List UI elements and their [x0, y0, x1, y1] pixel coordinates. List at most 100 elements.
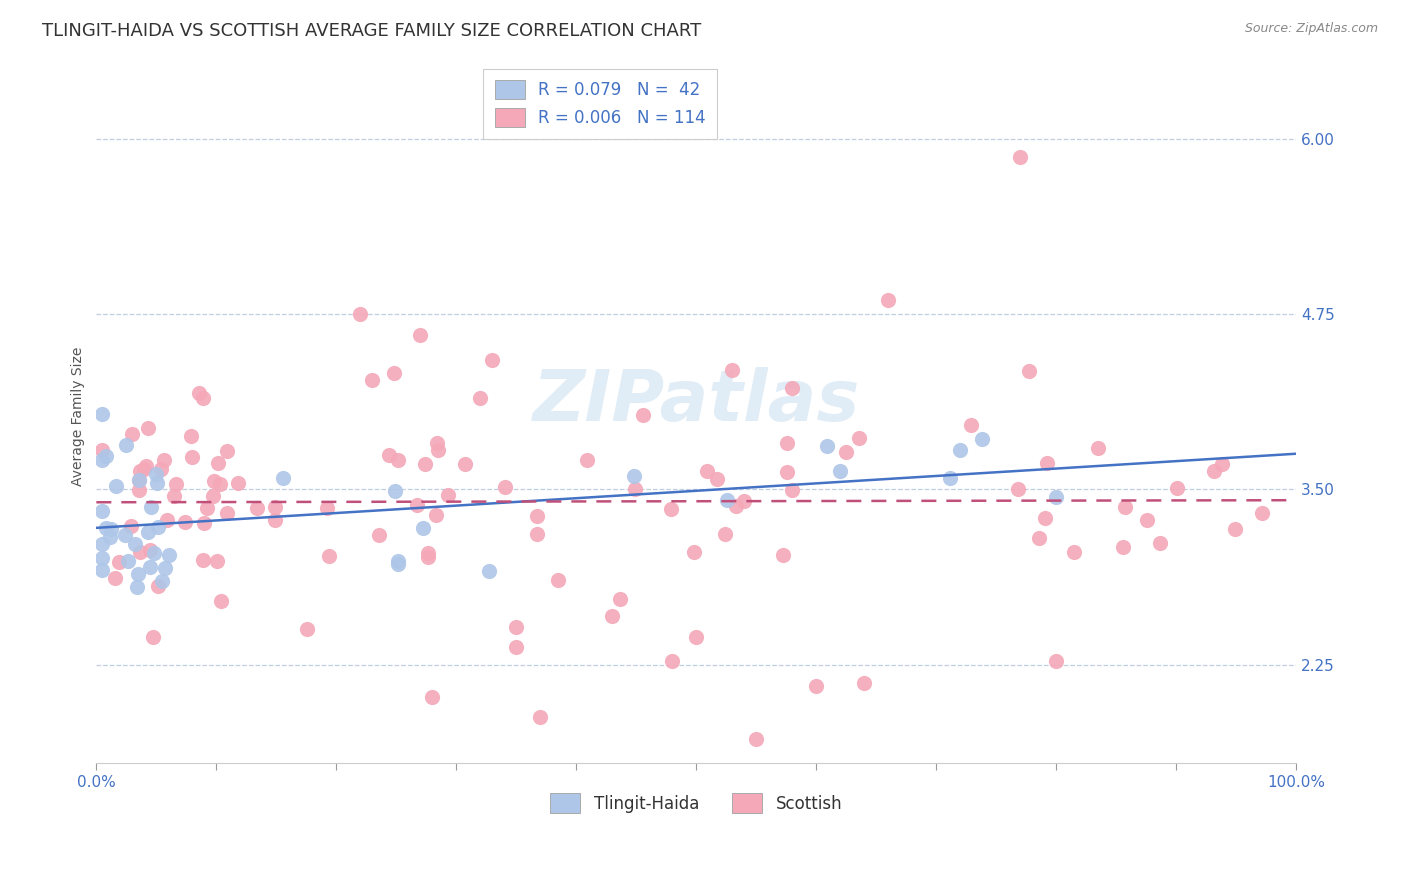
Point — [165, 477, 187, 491]
Point — [716, 493, 738, 508]
Point — [136, 524, 159, 539]
Point — [1223, 522, 1246, 536]
Point — [960, 418, 983, 433]
Point — [1045, 654, 1067, 668]
Point — [121, 427, 143, 442]
Point — [387, 557, 409, 571]
Point — [804, 679, 827, 693]
Point — [91, 453, 114, 467]
Point — [127, 580, 149, 594]
Point — [208, 477, 231, 491]
Point — [188, 385, 211, 400]
Point — [191, 392, 214, 406]
Point — [470, 392, 492, 406]
Point — [174, 515, 197, 529]
Point — [100, 522, 122, 536]
Point — [575, 453, 598, 467]
Point — [139, 500, 162, 515]
Point — [128, 545, 150, 559]
Point — [153, 561, 176, 575]
Point — [412, 520, 434, 534]
Point — [409, 328, 432, 343]
Point — [609, 592, 631, 607]
Point — [181, 450, 204, 465]
Point — [481, 353, 503, 368]
Point — [406, 498, 429, 512]
Point — [413, 458, 436, 472]
Y-axis label: Average Family Size: Average Family Size — [72, 346, 86, 485]
Point — [1018, 364, 1040, 378]
Point — [100, 530, 122, 544]
Point — [815, 438, 838, 452]
Point — [139, 559, 162, 574]
Point — [1045, 490, 1067, 504]
Point — [264, 500, 287, 515]
Point — [1063, 545, 1085, 559]
Point — [494, 480, 516, 494]
Point — [142, 630, 165, 644]
Point — [315, 500, 337, 515]
Point — [853, 676, 876, 690]
Point — [454, 457, 477, 471]
Point — [426, 436, 449, 450]
Point — [205, 554, 228, 568]
Point — [195, 500, 218, 515]
Point — [706, 472, 728, 486]
Point — [367, 528, 389, 542]
Point — [349, 307, 371, 321]
Point — [776, 465, 799, 479]
Point — [271, 470, 294, 484]
Point — [972, 432, 994, 446]
Point — [721, 363, 744, 377]
Point — [91, 443, 114, 458]
Point — [91, 537, 114, 551]
Point — [426, 442, 449, 457]
Point — [117, 554, 139, 568]
Point — [91, 504, 114, 518]
Point — [830, 464, 852, 478]
Point — [600, 608, 623, 623]
Point — [949, 443, 972, 458]
Point — [361, 373, 384, 387]
Point — [1114, 500, 1136, 515]
Point — [1010, 150, 1032, 164]
Point — [114, 528, 136, 542]
Point — [91, 407, 114, 421]
Point — [246, 500, 269, 515]
Point — [529, 710, 551, 724]
Point — [780, 381, 803, 395]
Point — [1087, 441, 1109, 455]
Point — [780, 483, 803, 497]
Point — [624, 482, 647, 496]
Point — [1149, 535, 1171, 549]
Point — [776, 436, 799, 450]
Point — [696, 464, 718, 478]
Point — [132, 461, 155, 475]
Point — [714, 527, 737, 541]
Point — [91, 563, 114, 577]
Point — [1136, 513, 1159, 527]
Point — [1036, 456, 1059, 470]
Point — [387, 554, 409, 568]
Point — [384, 483, 406, 498]
Point — [733, 494, 755, 508]
Point — [661, 654, 683, 668]
Point — [136, 421, 159, 435]
Point — [217, 506, 239, 520]
Point — [135, 459, 157, 474]
Point — [145, 467, 167, 482]
Point — [128, 483, 150, 497]
Point — [139, 543, 162, 558]
Point — [420, 690, 443, 705]
Text: TLINGIT-HAIDA VS SCOTTISH AVERAGE FAMILY SIZE CORRELATION CHART: TLINGIT-HAIDA VS SCOTTISH AVERAGE FAMILY… — [42, 22, 702, 40]
Point — [124, 536, 146, 550]
Point — [745, 732, 768, 747]
Point — [631, 408, 654, 422]
Point — [1211, 458, 1233, 472]
Point — [1033, 511, 1056, 525]
Point — [526, 509, 548, 524]
Legend: Tlingit-Haida, Scottish: Tlingit-Haida, Scottish — [538, 781, 853, 824]
Point — [425, 508, 447, 522]
Point — [209, 594, 232, 608]
Point — [505, 620, 527, 634]
